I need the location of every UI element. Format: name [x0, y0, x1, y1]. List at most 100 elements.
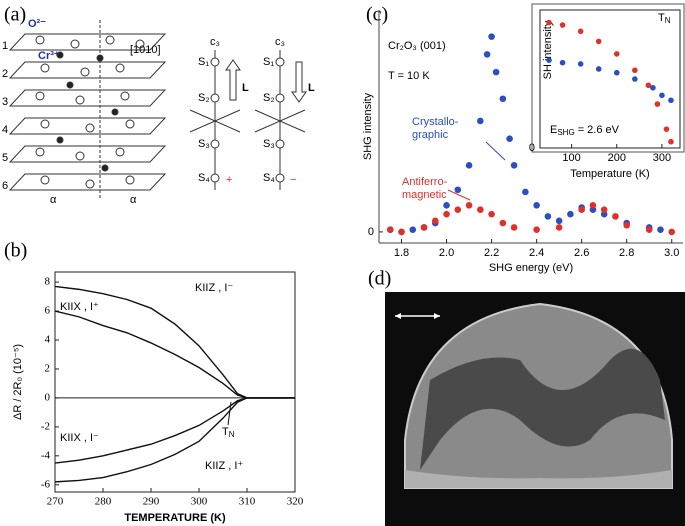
data-point: [567, 210, 574, 218]
y-tick-label: 2: [45, 363, 51, 375]
data-point: [409, 226, 417, 233]
data-point: [477, 117, 484, 125]
data-point: [623, 221, 631, 229]
layer-plane: [8, 61, 167, 79]
data-point: [499, 219, 507, 227]
annotation: TN: [658, 12, 671, 25]
spin-label: S₃: [198, 138, 210, 150]
data-point: [654, 101, 661, 107]
layer-numbers: 1 2 3 4 5 6: [2, 40, 8, 192]
data-point: [465, 201, 473, 209]
data-point: [386, 226, 394, 233]
data-point: [613, 51, 620, 57]
data-point: [454, 206, 462, 214]
data-point: [657, 226, 664, 233]
data-point: [668, 228, 676, 236]
layer-number: 1: [2, 40, 8, 52]
data-point: [488, 210, 495, 218]
data-point: [443, 210, 450, 218]
cr-atoms: [56, 51, 119, 172]
axis-label: c₃: [210, 36, 220, 48]
spin-chains: [189, 50, 307, 190]
data-point: [488, 33, 495, 40]
curve: [54, 397, 295, 483]
x-axis-label: Temperature (K): [570, 168, 649, 180]
spin-labels: S₁ S₂ S₃ S₄ S₁ S₂ S₃ S₄: [198, 56, 275, 184]
layer-plane: [8, 89, 167, 107]
x-tick-label: 2.8: [619, 247, 634, 259]
y-tick-label: 0: [368, 226, 374, 238]
x-axis-label: SHG energy (eV): [489, 262, 573, 274]
data-point: [613, 69, 620, 76]
ion-label: O²⁻: [28, 18, 46, 30]
annotation-main: T: [658, 12, 665, 24]
data-point: [659, 92, 665, 99]
data-point: [510, 224, 518, 231]
angle-label: α: [130, 194, 137, 206]
sign-label: −: [290, 174, 296, 186]
panel-label: (b): [4, 240, 27, 262]
layer-number: 2: [2, 68, 8, 80]
data-point: [546, 19, 552, 26]
spin-label: S₁: [198, 56, 209, 68]
data-point: [533, 201, 540, 209]
data-point: [600, 206, 608, 214]
y-tick-label: -2: [41, 420, 50, 432]
data-point: [546, 57, 552, 63]
atoms: [35, 35, 145, 189]
annotation-rest: = 2.6 eV: [578, 124, 620, 136]
data-point: [544, 213, 552, 220]
annotation-main: T: [222, 426, 229, 438]
x-tick-label: 2.2: [484, 247, 499, 259]
series-label: graphic: [412, 129, 449, 141]
series-label: magnetic: [402, 189, 447, 201]
data-point: [483, 51, 491, 58]
y-axis-label: SH intensity: [542, 20, 554, 79]
data-point: [612, 213, 619, 220]
data-point: [645, 226, 653, 233]
x-tick-label: 320: [287, 496, 304, 508]
y-tick-label: 4: [45, 334, 51, 346]
annotation: T = 10 K: [388, 70, 430, 82]
x-tick-label: 310: [239, 496, 256, 508]
data-point: [533, 226, 540, 233]
spin-label: S₃: [263, 138, 275, 150]
x-tick-label: 300: [191, 496, 208, 508]
layer-number: 6: [2, 180, 8, 192]
x-tick-label: 1.8: [394, 247, 409, 259]
data-point: [431, 217, 439, 225]
data-point: [632, 76, 638, 82]
data-point: [589, 201, 597, 209]
plot-frame: [54, 271, 296, 493]
data-point: [578, 206, 585, 214]
data-point: [443, 201, 450, 209]
x-tick-label: 100: [562, 152, 580, 164]
y-tick-label: 0: [45, 391, 51, 403]
annotation-sub: N: [229, 430, 235, 439]
layer-plane: [8, 33, 167, 51]
annotation-sub: N: [665, 16, 671, 25]
x-tick-label: 2.0: [439, 247, 454, 259]
data-point: [492, 68, 500, 76]
data-point: [477, 206, 484, 214]
spin-label: S₄: [263, 172, 275, 184]
series-label: Crystallo-: [412, 116, 459, 128]
annotation: TN: [222, 426, 235, 439]
spin-label: S₂: [263, 92, 275, 104]
series-label: KIIZ , I⁺: [205, 460, 243, 472]
layer-plane: [8, 173, 167, 191]
x-tick-label: 270: [47, 496, 64, 508]
panel-label: (c): [366, 4, 388, 26]
series-label: KIIZ , I⁻: [195, 282, 233, 294]
x-tick-label: 2.4: [529, 247, 544, 259]
y-axis-label: SHG intensity: [362, 92, 374, 160]
inset-background: [531, 3, 685, 153]
x-tick-label: 280: [95, 496, 112, 508]
data-point: [420, 224, 428, 231]
direction-label: [1010]: [130, 44, 161, 56]
sign-label: +: [226, 174, 232, 186]
domain-image: [385, 292, 685, 526]
data-point: [465, 162, 473, 169]
data-point: [595, 66, 602, 72]
